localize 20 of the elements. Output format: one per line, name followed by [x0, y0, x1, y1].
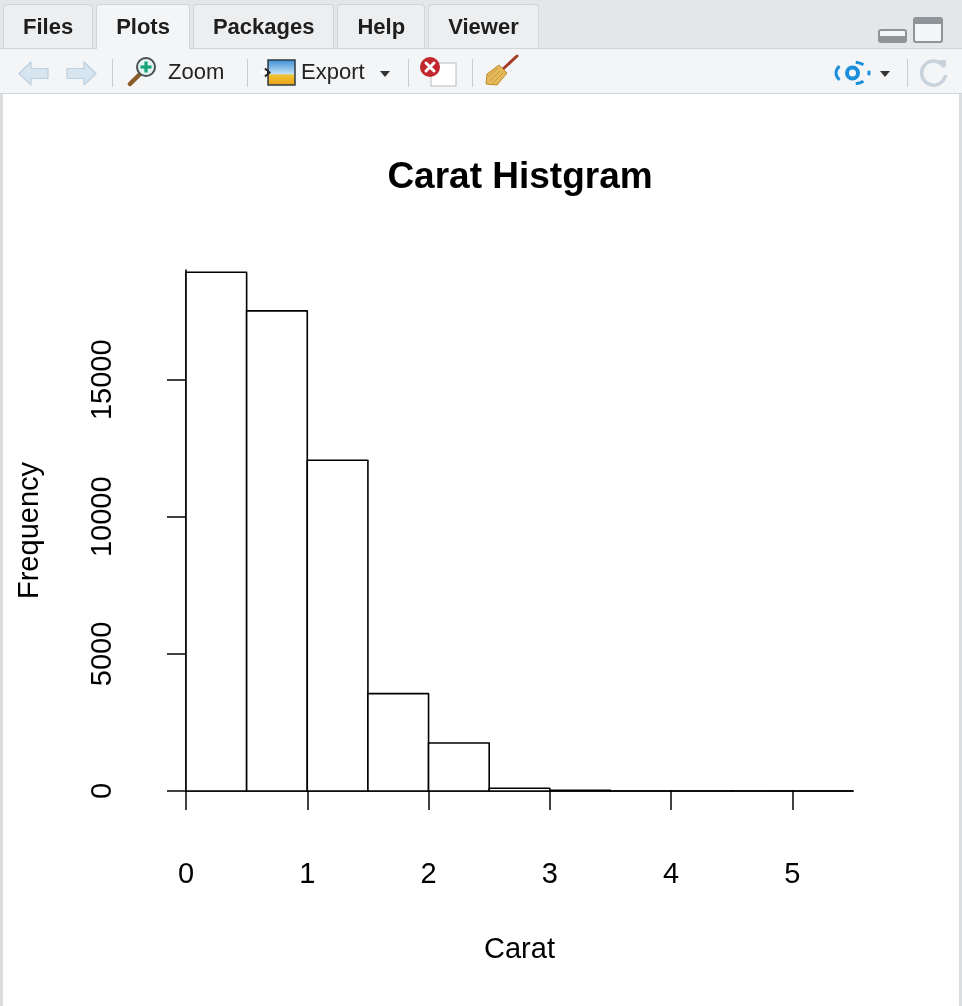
y-tick-label: 0 — [84, 782, 117, 800]
y-tick-label: 10000 — [84, 476, 117, 558]
y-tick-label: 15000 — [84, 339, 117, 421]
text: Viewer — [428, 4, 539, 48]
text: Plots — [96, 4, 190, 49]
text: Export — [301, 58, 365, 86]
x-tick-label: 1 — [299, 856, 316, 889]
x-tick-label: 4 — [663, 856, 680, 889]
x-tick-label: 2 — [420, 856, 437, 889]
chart-title: Carat Histgram — [387, 154, 653, 196]
y-tick-label: 5000 — [84, 621, 117, 687]
text: Packages — [192, 4, 335, 48]
text: Files — [3, 4, 94, 48]
x-tick-label: 0 — [177, 856, 195, 889]
x-tick-label: 5 — [784, 856, 801, 889]
x-axis-title: Carat — [484, 931, 555, 964]
text: Zoom — [168, 58, 225, 86]
y-axis-title: Frequency — [11, 461, 44, 600]
x-tick-label: 3 — [541, 856, 558, 889]
text: Help — [337, 4, 426, 48]
